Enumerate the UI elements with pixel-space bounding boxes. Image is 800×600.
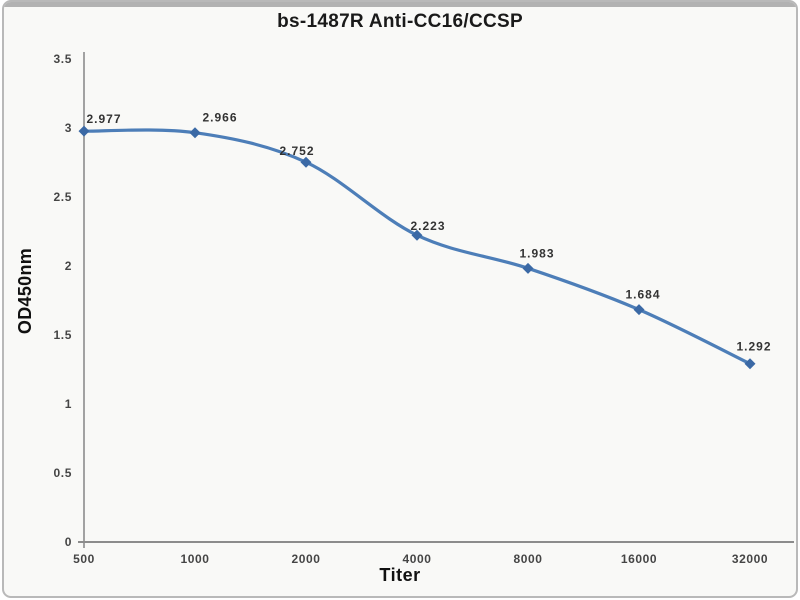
data-point-marker <box>189 127 201 139</box>
y-tick-label: 2 <box>65 259 72 273</box>
x-tick-label: 1000 <box>180 552 209 566</box>
data-point-marker <box>633 304 645 316</box>
x-tick-label: 32000 <box>732 552 768 566</box>
y-tick-label: 3.5 <box>54 52 72 66</box>
y-tick-label: 3 <box>65 121 72 135</box>
data-point-label: 1.292 <box>736 340 771 354</box>
card-top-border <box>4 2 796 7</box>
data-point-marker <box>744 358 756 370</box>
chart-title: bs-1487R Anti-CC16/CCSP <box>277 11 523 32</box>
x-axis-title: Titer <box>379 565 421 585</box>
y-tick-label: 0.5 <box>54 466 72 480</box>
y-tick-label: 1.5 <box>54 328 72 342</box>
data-point-marker <box>78 125 90 137</box>
x-tick-label: 4000 <box>402 552 431 566</box>
data-point-label: 1.983 <box>519 246 554 260</box>
series-line <box>82 128 752 366</box>
data-point-label: 2.977 <box>86 112 121 126</box>
x-tick-label: 500 <box>73 552 95 566</box>
y-tick-label: 2.5 <box>54 190 72 204</box>
x-tick-label: 2000 <box>291 552 320 566</box>
data-point-marker <box>411 229 423 241</box>
data-point-label: 2.223 <box>410 219 445 233</box>
y-tick-label: 1 <box>65 397 72 411</box>
data-point-label: 2.966 <box>202 111 237 125</box>
data-point-label: 2.752 <box>279 144 314 158</box>
x-tick-label: 8000 <box>513 552 542 566</box>
y-tick-label: 0 <box>65 535 72 549</box>
data-point-marker <box>300 156 312 168</box>
data-point-label: 1.684 <box>625 288 660 302</box>
plot-area: 0 0.5 1 1.5 2 2.5 3 3.5 500 1000 2000 4000 8000 16000… <box>54 52 794 566</box>
x-tick-label: 16000 <box>621 552 657 566</box>
data-point-marker <box>522 262 534 274</box>
